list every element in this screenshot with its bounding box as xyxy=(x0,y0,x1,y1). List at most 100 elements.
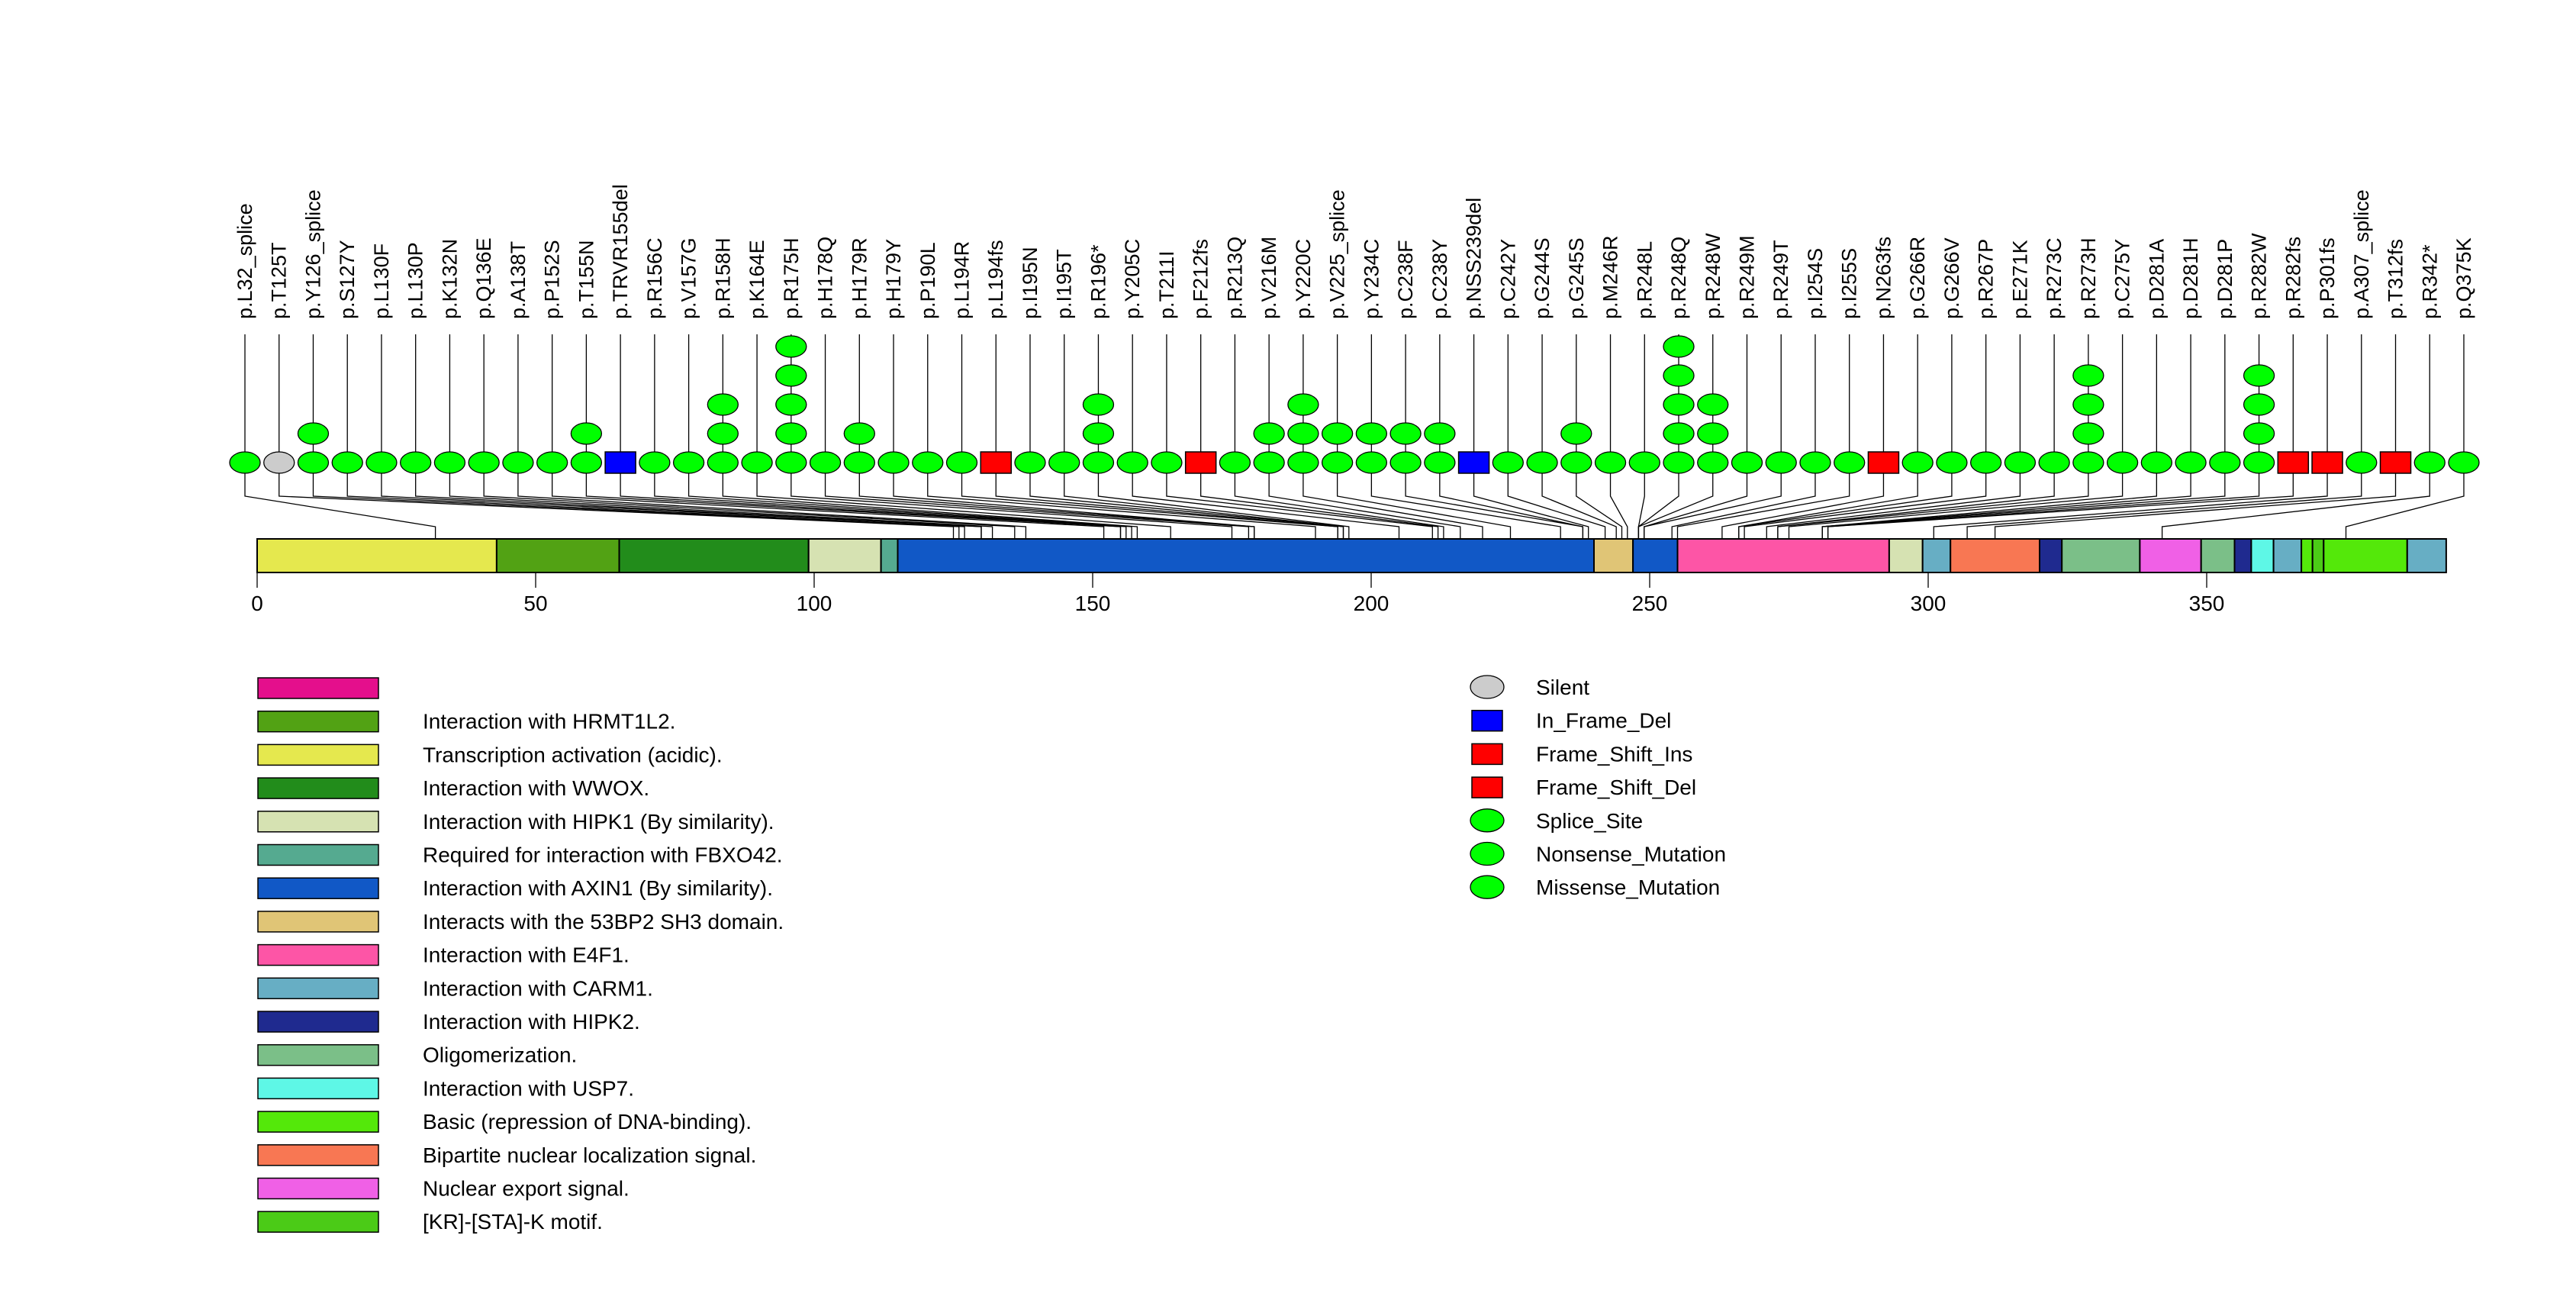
connector-line xyxy=(1821,473,2226,539)
mutation-marker-ellipse xyxy=(365,451,398,474)
domain-legend-label: Nuclear export signal. xyxy=(423,1177,630,1201)
mutation-label: p.I254S xyxy=(1804,248,1827,319)
mutation-marker-ellipse xyxy=(2243,451,2275,474)
domain-legend-swatch xyxy=(257,1043,379,1066)
mutation-marker-ellipse xyxy=(1560,422,1592,445)
mutation-marker-ellipse xyxy=(1901,451,1934,474)
connector-line xyxy=(1370,473,1561,539)
x-axis: 0 50 100 150 200 250 300 350 xyxy=(251,572,2224,615)
mutation-marker-ellipse xyxy=(1321,451,1354,474)
mutation-marker-ellipse xyxy=(2072,451,2104,474)
mutation-marker-ellipse xyxy=(1389,422,1422,445)
x-tick-label: 200 xyxy=(1354,592,1389,615)
mutation-marker-ellipse xyxy=(1321,422,1354,445)
x-tick-label: 300 xyxy=(1911,592,1946,615)
lollipop-stems xyxy=(244,334,2465,463)
mutation-marker-ellipse xyxy=(1151,451,1183,474)
mutation-marker-ellipse xyxy=(1389,451,1422,474)
domain-legend-label: Interacts with the 53BP2 SH3 domain. xyxy=(423,910,784,934)
mutation-marker-ellipse xyxy=(945,451,978,474)
mutation-legend-label: Nonsense_Mutation xyxy=(1536,843,1726,866)
mutation-legend-label: Missense_Mutation xyxy=(1536,876,1720,899)
connector-line xyxy=(1132,473,1400,539)
mutation-marker-square xyxy=(604,451,636,474)
connector-line xyxy=(791,473,1233,539)
mutation-label: p.T211I xyxy=(1155,250,1178,319)
domain-segment xyxy=(1921,538,1952,573)
domain-segment xyxy=(2323,538,2408,573)
mutation-label: p.S127Y xyxy=(336,240,359,319)
mutation-marker-ellipse xyxy=(912,451,944,474)
domain-legend-label: Interaction with WWOX. xyxy=(423,776,649,800)
mutation-marker-ellipse xyxy=(2209,451,2241,474)
mutation-marker-ellipse xyxy=(775,451,807,474)
mutation-label: p.A138T xyxy=(507,241,530,319)
domain-segment xyxy=(618,538,810,573)
connector-line xyxy=(2161,473,2430,539)
connector-line xyxy=(1671,473,1816,539)
connector-line xyxy=(995,473,1338,539)
connector-line xyxy=(483,473,1016,539)
mutation-label: p.T155N xyxy=(575,240,597,319)
mutation-marker-ellipse xyxy=(1560,451,1592,474)
mutation-label: p.Y220C xyxy=(1292,239,1315,319)
domain-legend-swatch xyxy=(257,943,379,966)
domain-legend-swatch xyxy=(257,1211,379,1233)
mutation-label: p.Q375K xyxy=(2452,237,2475,319)
mutation-label: p.H179Y xyxy=(882,239,905,319)
domain-legend-label: Required for interaction with FBXO42. xyxy=(423,843,783,867)
mutation-label: p.Y126_splice xyxy=(301,189,324,319)
mutation-label: p.T125T xyxy=(268,242,291,319)
mutation-marker-ellipse xyxy=(2243,422,2275,445)
domain-legend-swatch xyxy=(257,911,379,933)
mutation-label: p.C238F xyxy=(1394,240,1417,319)
mutation-label: p.L194R xyxy=(951,241,974,319)
mutation-label: p.D281A xyxy=(2145,239,2168,319)
mutation-label: p.C238Y xyxy=(1428,239,1451,319)
domain-segment xyxy=(2301,538,2314,573)
domain-legend-swatch xyxy=(257,977,379,1000)
mutation-label: p.R273H xyxy=(2077,237,2100,319)
connector-line xyxy=(1064,473,1344,539)
connector-line xyxy=(1336,473,1512,539)
connector-line xyxy=(1738,473,1953,539)
domain-legend-swatch xyxy=(257,843,379,866)
mutation-marker-ellipse xyxy=(263,451,295,474)
connector-line xyxy=(1609,473,1628,539)
mutation-marker-ellipse xyxy=(843,422,875,445)
mutation-marker-ellipse xyxy=(1731,451,1763,474)
mutation-label: p.G244S xyxy=(1531,237,1554,319)
connector-line xyxy=(722,473,1138,539)
mutation-marker-square xyxy=(1184,451,1217,474)
mutation-label: p.H179R xyxy=(848,237,871,319)
connector-line xyxy=(517,473,1027,539)
mutation-marker-ellipse xyxy=(331,451,363,474)
mutation-label: p.G266R xyxy=(1906,237,1929,319)
mutation-marker-square xyxy=(2277,451,2310,474)
mutation-marker-ellipse xyxy=(1663,335,1695,358)
mutation-label: p.R342* xyxy=(2418,244,2441,319)
x-tick-label: 350 xyxy=(2189,592,2225,615)
domain-segment xyxy=(2233,538,2252,573)
protein-domain-bar xyxy=(256,538,2447,573)
mutation-label: p.R273C xyxy=(2043,237,2066,319)
domain-segment xyxy=(2311,538,2325,573)
mutation-marker-ellipse xyxy=(1287,422,1319,445)
mutation-marker-ellipse xyxy=(1424,451,1456,474)
domain-segment xyxy=(1593,538,1634,573)
mutation-label: p.L130P xyxy=(404,242,427,319)
mutation-legend-label: Silent xyxy=(1536,676,1589,699)
mutation-legend-square-icon xyxy=(1471,776,1503,798)
domain-legend-swatch xyxy=(257,1111,379,1133)
connector-line xyxy=(927,473,1316,539)
mutation-label: p.L130F xyxy=(370,243,393,319)
mutation-label: p.Y205C xyxy=(1121,239,1144,319)
mutation-marker-ellipse xyxy=(1253,451,1285,474)
mutation-marker-ellipse xyxy=(1834,451,1866,474)
mutation-marker-ellipse xyxy=(1287,393,1319,416)
mutation-marker-ellipse xyxy=(639,451,671,474)
mutation-marker-ellipse xyxy=(2140,451,2173,474)
mutation-label: p.NSS239del xyxy=(1463,198,1486,319)
mutation-label: p.R267P xyxy=(1975,239,1998,319)
domain-legend-swatch xyxy=(257,743,379,766)
